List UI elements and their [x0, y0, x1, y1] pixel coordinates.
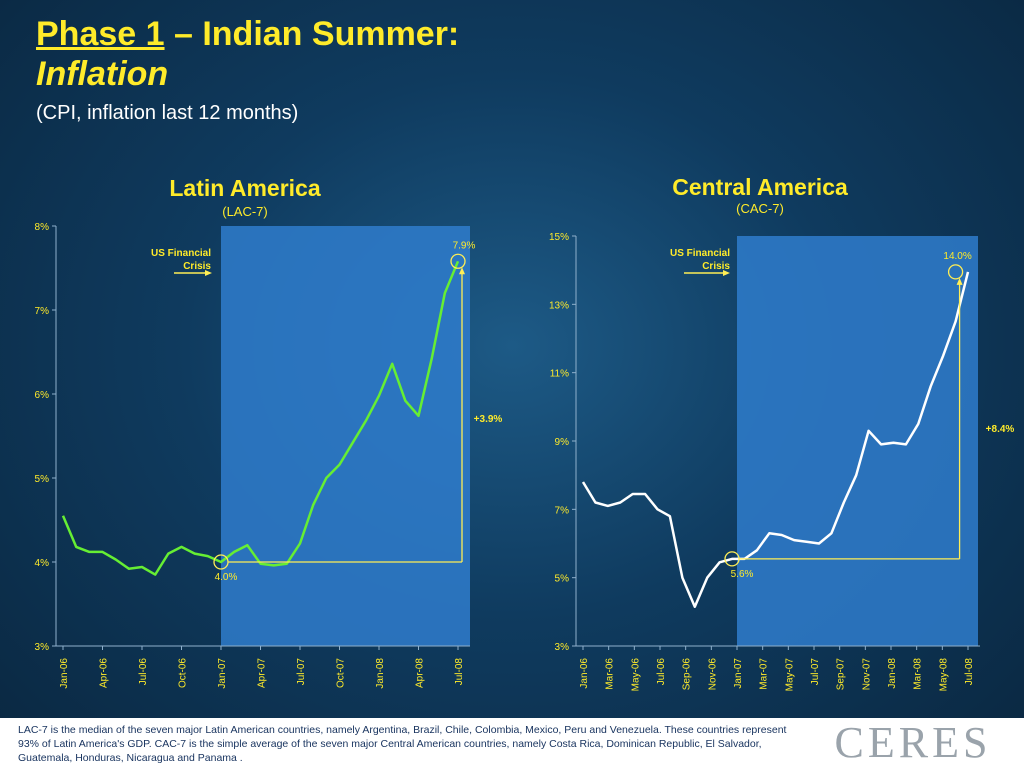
- cac-event-label: Crisis: [702, 261, 730, 272]
- lac-x-tick-label: Jan-06: [59, 658, 70, 689]
- lac-x-tick-label: Apr-08: [415, 658, 426, 688]
- lac-event-label: US Financial: [151, 248, 211, 259]
- phase-label: Phase 1: [36, 15, 165, 53]
- lac-x-tick-label: Oct-07: [336, 658, 347, 688]
- cac-change-label: +8.4%: [986, 424, 1015, 435]
- lac-y-tick-label: 7%: [35, 306, 50, 317]
- cac-arrow-head: [956, 277, 963, 285]
- cac-x-tick-label: May-07: [784, 658, 795, 692]
- lac-end-label: 7.9%: [453, 240, 476, 251]
- lac-y-tick-label: 8%: [35, 222, 50, 233]
- lac-change-label: +3.9%: [474, 414, 503, 425]
- cac-x-tick-label: Jan-07: [733, 658, 744, 689]
- lac-event-label: Crisis: [183, 261, 211, 272]
- cac-x-tick-label: Sep-07: [836, 658, 847, 691]
- cac-end-label: 14.0%: [943, 251, 971, 262]
- lac-start-label: 4.0%: [215, 572, 238, 583]
- inflation-charts: Latin America (LAC-7) 3% 4% 5% 6% 7% 8% Jan-06 Ap…: [35, 174, 1015, 692]
- lac-x-tick-label: Jul-07: [296, 658, 307, 686]
- lac-crisis-shade: [221, 226, 470, 646]
- cac-x-tick-label: May-06: [630, 658, 641, 692]
- lac-end-marker: [450, 253, 466, 269]
- lac-y-tick-label: 5%: [35, 474, 50, 485]
- lac-arrow-head: [459, 267, 465, 275]
- cac-x-tick-label: Jul-06: [656, 658, 667, 686]
- cac-chart-title: Central America: [672, 174, 848, 200]
- lac-y-tick-label: 3%: [35, 642, 50, 653]
- lac-x-tick-label: Apr-07: [257, 658, 268, 688]
- cac-chart-subtitle: (CAC-7): [736, 201, 784, 216]
- lac-x-tick-label: Apr-06: [99, 658, 110, 688]
- lac-y-tick-label: 4%: [35, 558, 50, 569]
- cac-y-tick-label: 15%: [549, 232, 569, 243]
- cac-event-arrow-head: [723, 270, 730, 276]
- lac-series-line: [61, 260, 460, 576]
- lac-x-tick-label: Jul-08: [454, 658, 465, 686]
- cac-y-tick-label: 7%: [555, 505, 570, 516]
- cac-x-tick-label: Nov-07: [861, 658, 872, 691]
- page-note: (CPI, inflation last 12 months): [36, 102, 299, 124]
- cac-x-tick-label: Mar-06: [605, 658, 616, 690]
- cac-x-tick-label: Jan-08: [887, 658, 898, 689]
- lac-x-tick-label: Jul-06: [138, 658, 149, 686]
- cac-y-tick-label: 11%: [550, 369, 569, 380]
- title-block: Phase 1 – Indian Summer: Inflation (CPI,…: [36, 14, 459, 125]
- cac-x-tick-label: Jul-07: [810, 658, 821, 686]
- cac-x-tick-label: May-08: [938, 658, 949, 692]
- lac-x-tick-label: Jan-08: [375, 658, 386, 689]
- cac-y-tick-label: 5%: [555, 574, 570, 585]
- lac-x-tick-label: Jan-07: [217, 658, 228, 689]
- cac-x-tick-label: Jul-08: [964, 658, 975, 686]
- page-subtitle: Inflation: [36, 55, 169, 93]
- cac-x-tick-label: Mar-07: [759, 658, 770, 690]
- cac-x-tick-label: Jan-06: [579, 658, 590, 689]
- cac-y-tick-label: 9%: [555, 437, 570, 448]
- cac-x-tick-label: Nov-06: [707, 658, 718, 691]
- lac-chart-subtitle: (LAC-7): [222, 204, 268, 219]
- cac-y-tick-label: 3%: [555, 642, 570, 653]
- lac-event-arrow-head: [205, 270, 212, 276]
- ceres-logo: CERES: [834, 718, 992, 767]
- footnote: LAC-7 is the median of the seven major L…: [18, 724, 787, 764]
- page-title: Phase 1 – Indian Summer:: [36, 14, 459, 54]
- cac-crisis-shade: [737, 236, 978, 646]
- lac-x-tick-label: Oct-06: [178, 658, 189, 688]
- lac-chart-title: Latin America: [169, 175, 320, 201]
- footer: LAC-7 is the median of the seven major L…: [0, 718, 1024, 768]
- cac-event-label: US Financial: [670, 248, 730, 259]
- cac-end-marker: [947, 264, 964, 280]
- lac-y-tick-label: 6%: [35, 390, 50, 401]
- cac-series-line: [581, 271, 970, 608]
- cac-start-label: 5.6%: [731, 569, 754, 580]
- title-text: – Indian Summer:: [164, 15, 460, 53]
- cac-x-tick-label: Mar-08: [913, 658, 924, 690]
- cac-y-tick-label: 13%: [549, 300, 569, 311]
- cac-x-tick-label: Sep-06: [682, 658, 693, 691]
